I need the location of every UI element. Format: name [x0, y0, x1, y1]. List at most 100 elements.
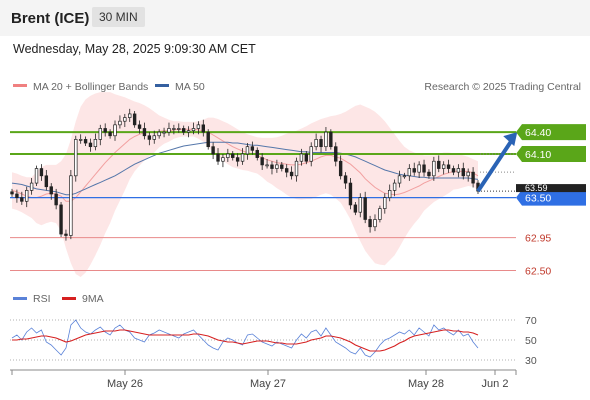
- chart-datetime: Wednesday, May 28, 2025 9:09:30 AM CET: [13, 42, 256, 56]
- candle-down: [461, 168, 465, 177]
- forecast-arrow-shaft: [476, 137, 515, 193]
- candle-down: [338, 160, 343, 177]
- level-tag-64-10: [516, 145, 586, 162]
- x-tick-label: May 28: [408, 378, 444, 390]
- candle-up: [157, 131, 161, 137]
- candle-down: [270, 164, 274, 169]
- candle-up: [294, 160, 299, 177]
- candle-up: [177, 128, 181, 130]
- candle-up: [162, 131, 166, 134]
- candle-down: [88, 142, 93, 148]
- candle-down: [289, 171, 294, 177]
- level-label-64-40: 64.40: [525, 127, 551, 139]
- x-tick-label: Jun 2: [482, 378, 509, 390]
- candle-up: [358, 197, 362, 213]
- candle-up: [123, 117, 127, 122]
- current-price-label: 63.59: [525, 183, 548, 193]
- candle-up: [191, 128, 196, 132]
- candle-up: [466, 171, 470, 177]
- bollinger-band-area: [12, 92, 478, 277]
- ma9-legend-label: 9MA: [82, 293, 104, 305]
- candle-up: [441, 164, 446, 169]
- candle-down: [216, 153, 220, 162]
- candle-up: [186, 130, 191, 133]
- candle-up: [324, 131, 328, 148]
- candle-down: [343, 175, 348, 184]
- candle-down: [39, 168, 44, 177]
- candle-down: [15, 193, 19, 198]
- candle-down: [211, 146, 215, 155]
- candle-down: [319, 139, 323, 148]
- candle-up: [309, 146, 313, 162]
- candle-down: [363, 197, 367, 220]
- candle-up: [373, 219, 377, 228]
- candle-up: [167, 128, 171, 133]
- candle-down: [250, 146, 255, 151]
- research-credit: Research © 2025 Trading Central: [424, 81, 581, 93]
- candle-down: [280, 164, 284, 169]
- forecast-arrow-head: [503, 132, 518, 147]
- candle-up: [118, 120, 122, 126]
- candle-down: [422, 164, 426, 173]
- candle-up: [128, 113, 132, 118]
- candle-up: [93, 139, 98, 148]
- header-bar: Brent (ICE) 30 MIN: [0, 0, 590, 36]
- forecast-arrow: [476, 132, 518, 193]
- candle-down: [329, 131, 333, 148]
- ma20-legend-label: MA 20 + Bollinger Bands: [33, 81, 148, 93]
- candle-up: [29, 182, 34, 191]
- candle-up: [417, 164, 421, 173]
- candle-up: [432, 160, 436, 177]
- candle-down: [137, 124, 142, 129]
- candle-up: [378, 208, 382, 220]
- candle-up: [74, 139, 78, 177]
- candle-down: [44, 175, 49, 188]
- level-tag-63-50: [516, 189, 586, 206]
- level-label-63-50: 63.50: [525, 193, 551, 205]
- bollinger-bands: [12, 92, 478, 277]
- timeframe-badge[interactable]: 30 MIN: [92, 7, 145, 27]
- candle-up: [98, 128, 102, 140]
- ma50-line: [11, 141, 479, 196]
- candle-up: [69, 175, 73, 236]
- x-axis: May 26 May 27 May 28 Jun 2: [10, 369, 517, 390]
- candle-down: [412, 168, 416, 173]
- candle-up: [226, 153, 230, 158]
- level-label-62-95: 62.95: [525, 233, 551, 245]
- ma9-line: [12, 329, 479, 352]
- candle-down: [284, 168, 289, 173]
- candle-down: [142, 128, 147, 137]
- rsi-tick-30: 30: [525, 355, 537, 367]
- candle-up: [383, 197, 387, 209]
- candle-up: [397, 175, 402, 184]
- candle-down: [255, 149, 259, 158]
- ma20-legend-swatch: [13, 84, 27, 87]
- candle-up: [245, 146, 250, 155]
- ma50-legend-label: MA 50: [175, 81, 205, 93]
- candle-up: [275, 164, 279, 169]
- candles: [10, 108, 480, 241]
- candle-down: [260, 157, 264, 166]
- candle-up: [78, 139, 83, 141]
- candle-down: [10, 191, 14, 195]
- candle-down: [201, 124, 206, 133]
- candle-down: [231, 153, 235, 158]
- candle-up: [388, 190, 392, 198]
- level-label-64-10: 64.10: [525, 149, 551, 161]
- candle-down: [348, 182, 353, 206]
- candle-up: [34, 168, 39, 184]
- candle-up: [407, 168, 412, 177]
- candle-down: [437, 160, 441, 169]
- candle-down: [235, 157, 240, 162]
- candle-up: [113, 124, 117, 137]
- candle-down: [64, 233, 68, 236]
- current-price-tag: [516, 184, 586, 193]
- x-tick-label: May 26: [107, 378, 143, 390]
- candle-up: [392, 182, 397, 191]
- candle-up: [25, 190, 29, 202]
- candle-down: [206, 131, 210, 148]
- candle-up: [152, 135, 156, 140]
- candle-down: [49, 186, 53, 195]
- candle-down: [304, 153, 309, 162]
- candle-down: [471, 171, 475, 184]
